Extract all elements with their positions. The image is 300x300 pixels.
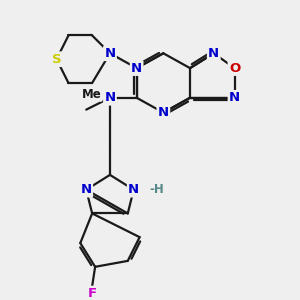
Text: Me: Me xyxy=(82,88,101,101)
Text: N: N xyxy=(81,183,92,196)
Text: N: N xyxy=(158,106,169,119)
Text: N: N xyxy=(131,61,142,75)
Text: S: S xyxy=(52,53,62,66)
Text: O: O xyxy=(229,61,240,75)
Text: F: F xyxy=(88,287,97,300)
Text: N: N xyxy=(208,47,219,60)
Text: N: N xyxy=(229,91,240,104)
Text: N: N xyxy=(104,91,116,104)
Text: N: N xyxy=(104,47,116,60)
Text: N: N xyxy=(128,183,139,196)
Text: -H: -H xyxy=(149,183,164,196)
